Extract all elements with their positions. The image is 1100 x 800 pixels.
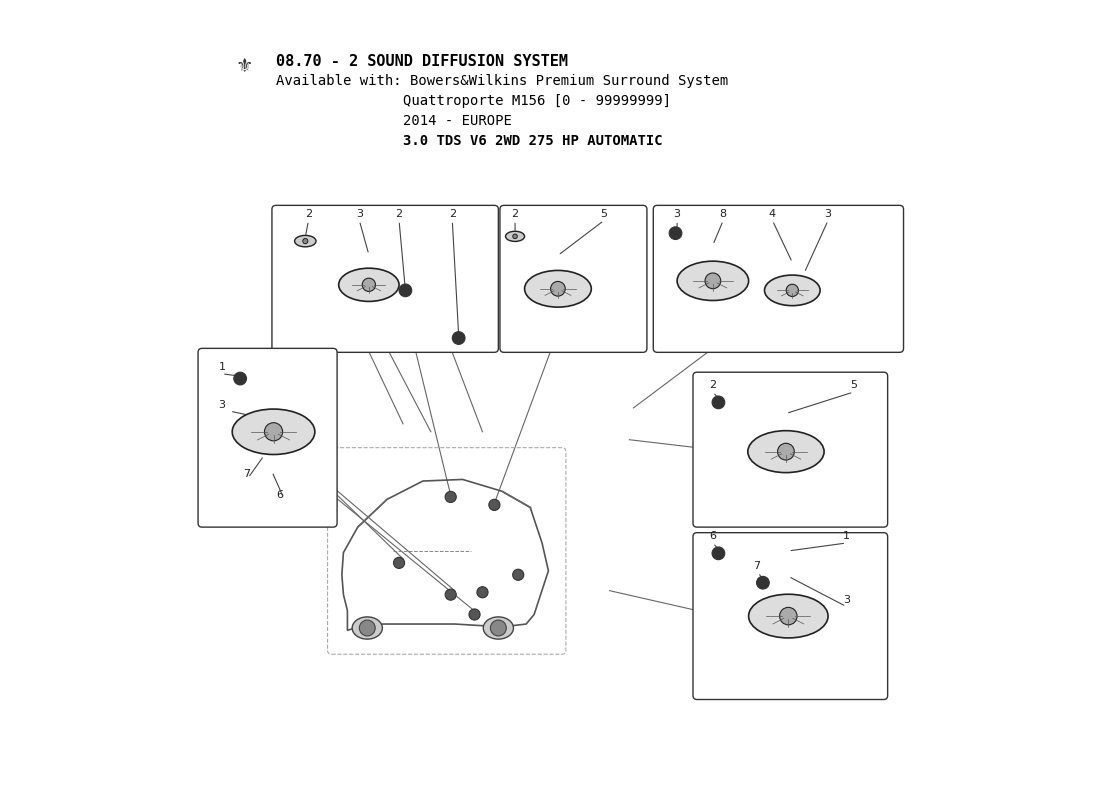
Text: 3: 3 [219,399,225,410]
Circle shape [234,372,246,385]
Text: 8: 8 [719,209,727,219]
Text: 2: 2 [512,209,518,219]
Ellipse shape [748,430,824,473]
Circle shape [469,609,480,620]
Circle shape [712,547,725,560]
Ellipse shape [678,261,749,301]
Text: 7: 7 [754,561,760,571]
Text: 1: 1 [843,531,850,542]
Text: Available with: Bowers&Wilkins Premium Surround System: Available with: Bowers&Wilkins Premium S… [276,74,728,88]
Circle shape [778,443,794,460]
Text: 2014 - EUROPE: 2014 - EUROPE [403,114,512,128]
Text: 2: 2 [396,209,403,219]
Circle shape [513,234,517,238]
Ellipse shape [506,231,525,242]
Circle shape [399,284,411,297]
Text: 3: 3 [843,595,850,605]
Circle shape [786,284,799,297]
Text: 3: 3 [673,209,681,219]
Ellipse shape [764,275,821,306]
Text: 3: 3 [355,209,363,219]
Circle shape [513,570,524,580]
Text: 2: 2 [710,381,716,390]
Circle shape [488,499,499,510]
Circle shape [757,576,769,589]
Circle shape [477,586,488,598]
Ellipse shape [525,270,592,307]
Text: 1: 1 [219,362,225,372]
FancyBboxPatch shape [653,206,903,352]
Ellipse shape [352,617,383,639]
Text: Quattroporte M156 [0 - 99999999]: Quattroporte M156 [0 - 99999999] [403,94,671,108]
Circle shape [712,396,725,409]
Text: ⚜: ⚜ [235,57,253,76]
FancyBboxPatch shape [198,348,337,527]
Text: 7: 7 [243,470,250,479]
Text: 6: 6 [276,490,284,500]
Text: 2: 2 [305,209,312,219]
Text: 5: 5 [850,381,857,390]
Circle shape [302,238,308,244]
Circle shape [452,332,465,344]
Ellipse shape [749,594,828,638]
FancyBboxPatch shape [499,206,647,352]
Circle shape [491,620,506,636]
Ellipse shape [232,409,315,454]
Circle shape [360,620,375,636]
Text: 2: 2 [449,209,455,219]
FancyBboxPatch shape [693,372,888,527]
Text: 4: 4 [769,209,776,219]
Ellipse shape [295,235,316,247]
Ellipse shape [483,617,514,639]
Circle shape [446,589,456,600]
Text: 5: 5 [601,209,607,219]
Circle shape [705,273,720,289]
Circle shape [551,282,565,296]
Text: 08.70 - 2 SOUND DIFFUSION SYSTEM: 08.70 - 2 SOUND DIFFUSION SYSTEM [276,54,568,70]
Text: 6: 6 [710,531,716,542]
Circle shape [669,227,682,239]
Text: 3.0 TDS V6 2WD 275 HP AUTOMATIC: 3.0 TDS V6 2WD 275 HP AUTOMATIC [403,134,662,148]
Circle shape [780,607,798,625]
FancyBboxPatch shape [272,206,498,352]
Ellipse shape [339,268,399,302]
Circle shape [394,558,405,569]
FancyBboxPatch shape [693,533,888,699]
Circle shape [362,278,375,291]
Text: 3: 3 [825,209,832,219]
Circle shape [446,491,456,502]
Circle shape [264,422,283,441]
